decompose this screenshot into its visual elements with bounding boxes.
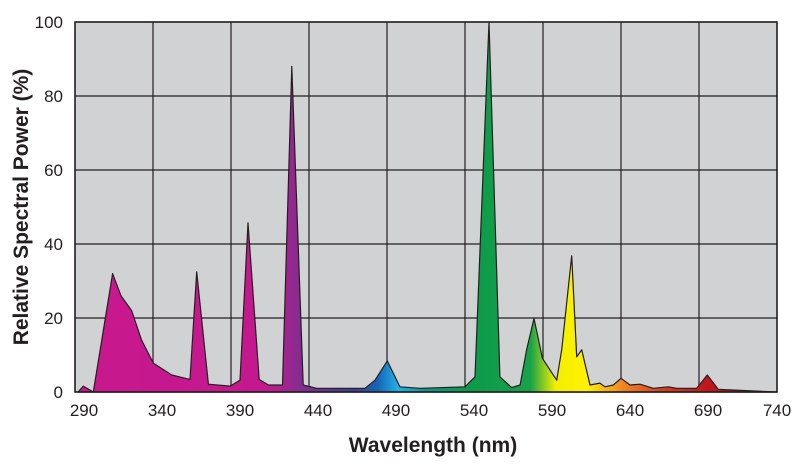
y-tick-label: 80	[44, 87, 63, 106]
y-tick-label: 60	[44, 161, 63, 180]
y-tick-label: 20	[44, 309, 63, 328]
x-tick-label: 340	[148, 401, 176, 420]
x-tick-label: 390	[226, 401, 254, 420]
x-tick-label: 440	[304, 401, 332, 420]
y-tick-label: 100	[35, 13, 63, 32]
x-tick-label: 290	[70, 401, 98, 420]
x-tick-label: 540	[460, 401, 488, 420]
x-tick-label: 590	[538, 401, 566, 420]
spectrum-area	[77, 21, 778, 393]
y-tick-label: 40	[44, 235, 63, 254]
x-tick-label: 640	[616, 401, 644, 420]
x-tick-label: 690	[694, 401, 722, 420]
y-tick-labels: 0 20 40 60 80 100	[35, 13, 63, 402]
x-tick-label: 490	[382, 401, 410, 420]
x-tick-labels: 290 340 390 440 490 540 590 640 690 740	[70, 401, 791, 420]
y-axis-label: Relative Spectral Power (%)	[10, 69, 33, 346]
y-tick-label: 0	[54, 383, 63, 402]
plot-border	[74, 21, 778, 393]
x-tick-label: 740	[763, 401, 791, 420]
plot-area	[75, 22, 777, 392]
x-axis-label: Wavelength (nm)	[349, 434, 517, 457]
